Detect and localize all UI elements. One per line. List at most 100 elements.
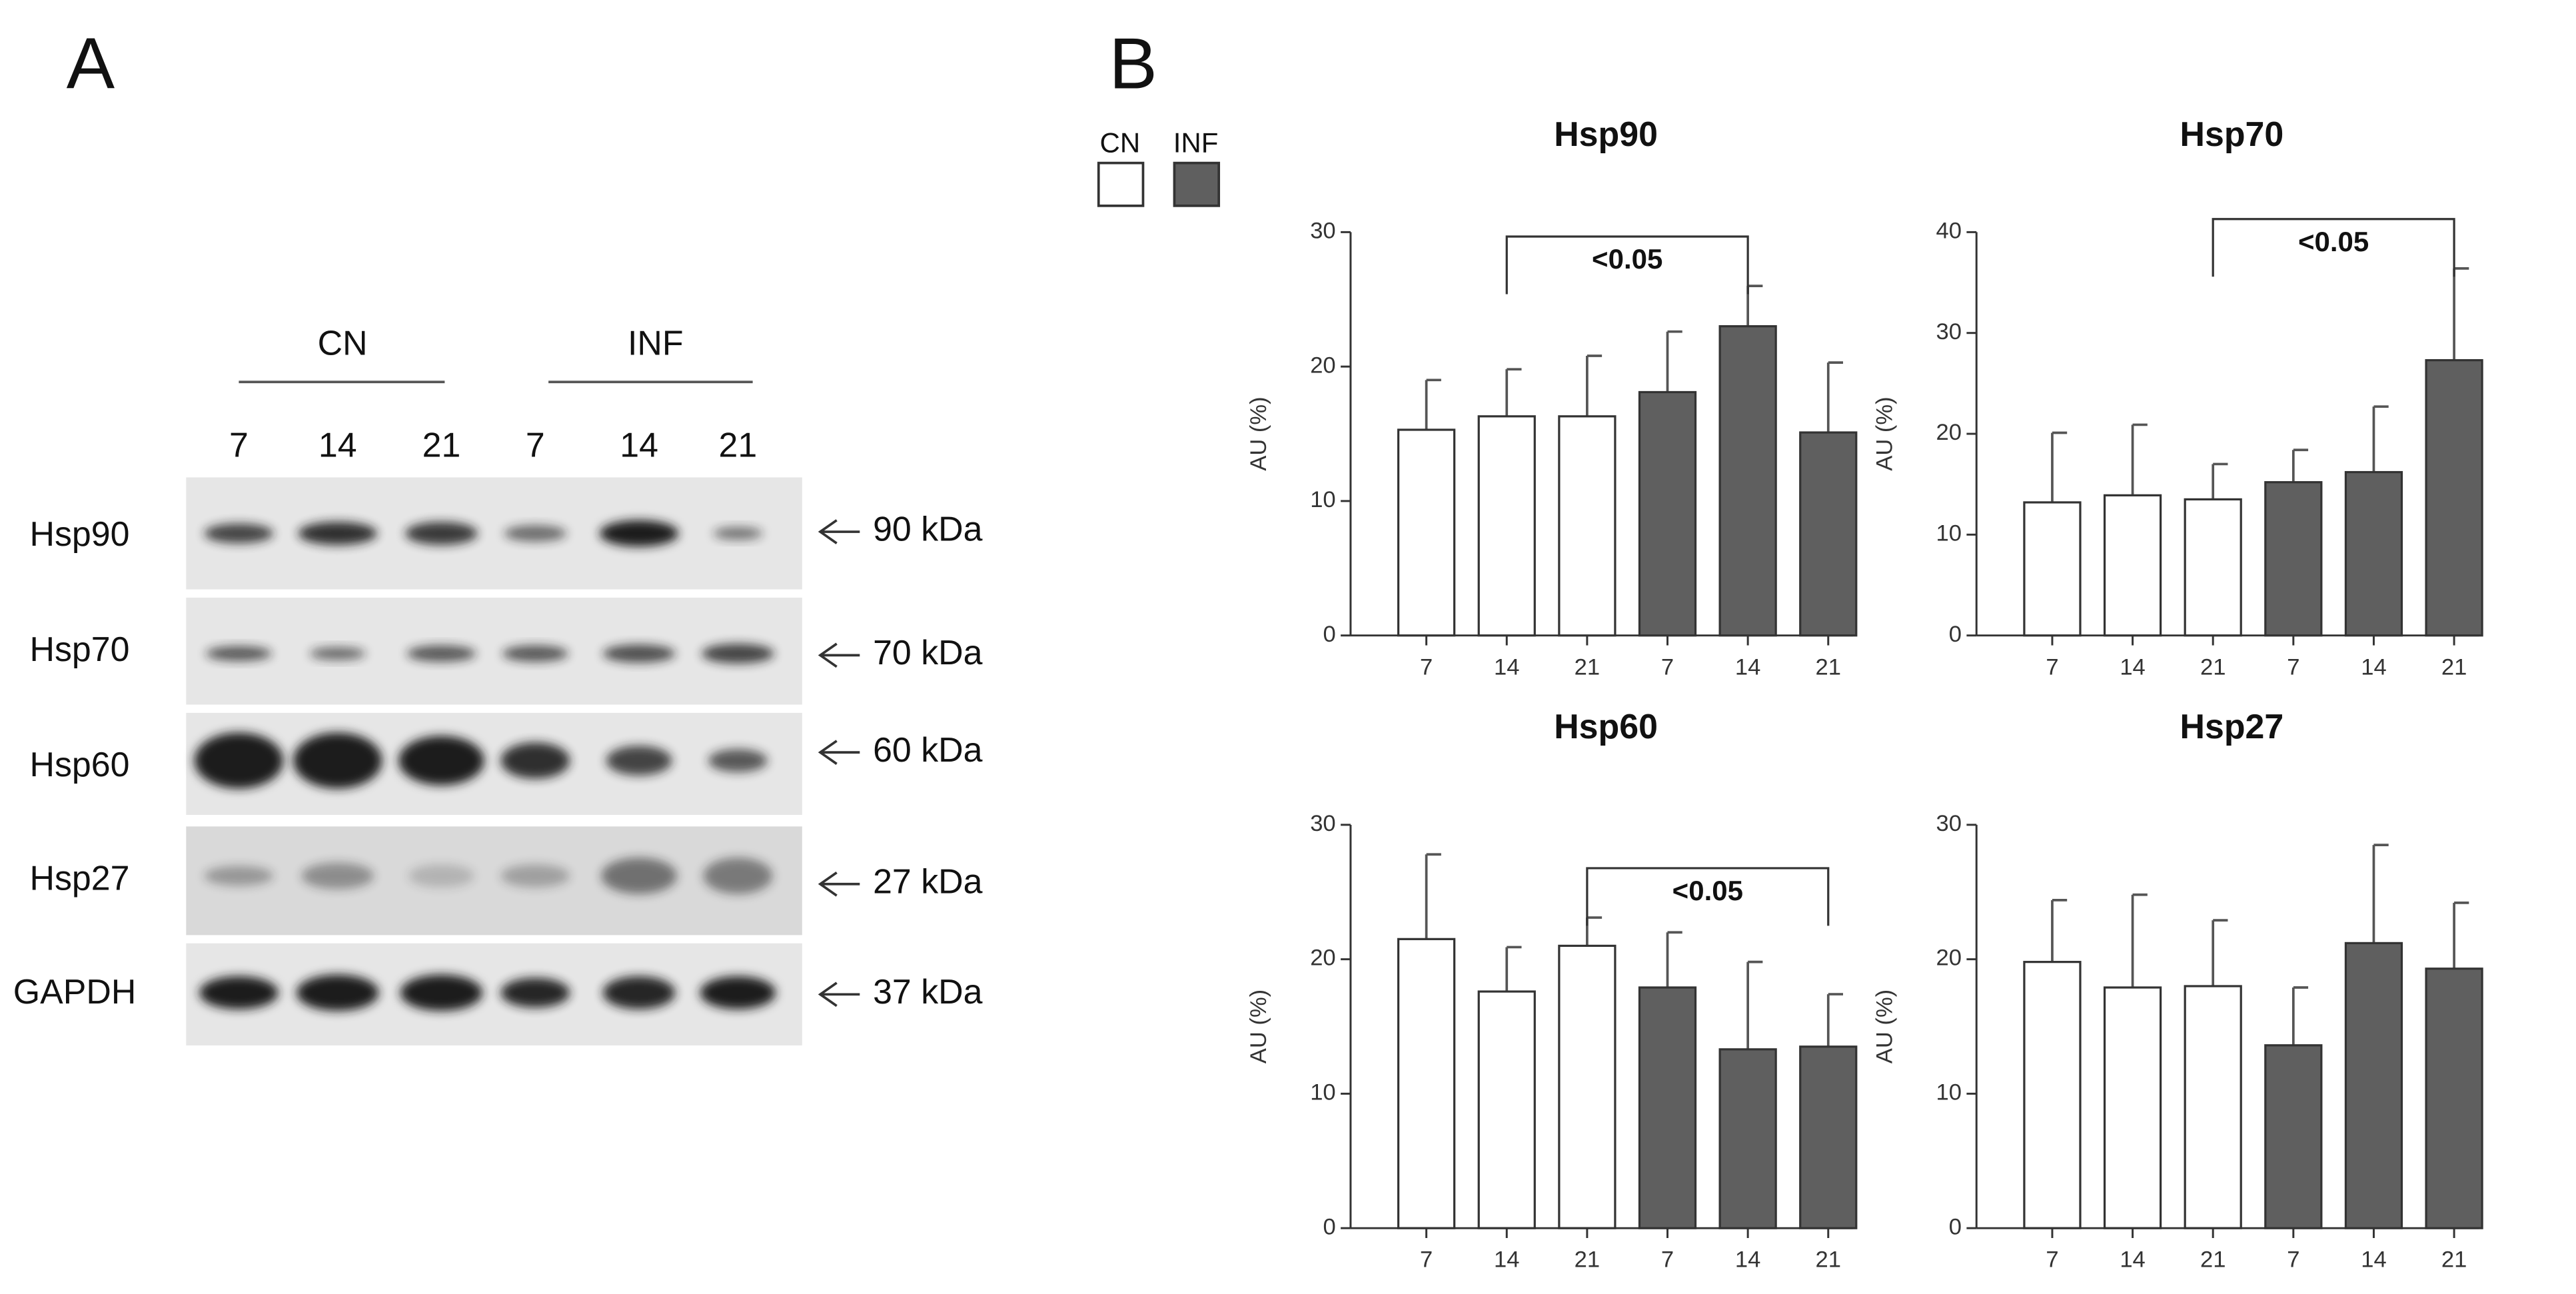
bar bbox=[2344, 942, 2403, 1229]
blot-band bbox=[500, 742, 570, 779]
blot-band bbox=[298, 522, 378, 545]
bar bbox=[2425, 968, 2483, 1229]
y-tick-label: 30 bbox=[1936, 319, 1962, 344]
bar bbox=[2023, 501, 2082, 637]
bar bbox=[1799, 431, 1858, 637]
row-label: Hsp70 bbox=[29, 630, 129, 668]
bar bbox=[1397, 938, 1456, 1229]
blot-band bbox=[500, 864, 570, 888]
blot-band bbox=[602, 976, 676, 1009]
lane-label: 7 bbox=[229, 426, 249, 464]
bar bbox=[2425, 358, 2483, 637]
blot-band bbox=[702, 644, 774, 664]
y-axis-label: AU (%) bbox=[1246, 989, 1271, 1063]
blot-band bbox=[309, 647, 366, 660]
x-tick-label: 14 bbox=[2120, 654, 2145, 680]
arrow bbox=[818, 519, 860, 544]
x-tick-label: 14 bbox=[2361, 654, 2386, 680]
row-label: Hsp27 bbox=[29, 859, 129, 898]
x-tick-label: 14 bbox=[1494, 1247, 1519, 1273]
y-tick-label: 0 bbox=[1949, 1214, 1962, 1239]
y-tick-label: 0 bbox=[1323, 622, 1335, 647]
bar bbox=[1558, 415, 1616, 637]
significance-label: <0.05 bbox=[1592, 243, 1662, 275]
row-label: Hsp60 bbox=[29, 745, 129, 784]
bar bbox=[1718, 1048, 1777, 1229]
x-tick-label: 14 bbox=[1494, 654, 1519, 680]
x-tick-label: 7 bbox=[2046, 1247, 2058, 1273]
blot-band bbox=[408, 864, 474, 888]
bar bbox=[1638, 390, 1697, 637]
x-tick-label: 7 bbox=[2287, 1247, 2299, 1273]
x-tick-label: 7 bbox=[1420, 1247, 1433, 1273]
group-label: INF bbox=[628, 324, 684, 362]
blot-strip bbox=[186, 477, 802, 590]
legend-label: INF bbox=[1173, 127, 1219, 159]
size-label: 90 kDa bbox=[873, 510, 983, 548]
y-tick-label: 20 bbox=[1310, 946, 1335, 971]
blot-strip bbox=[186, 712, 802, 816]
y-tick-label: 30 bbox=[1310, 811, 1335, 836]
panel-label: A bbox=[67, 24, 115, 105]
blot-band bbox=[204, 523, 274, 544]
blot-band bbox=[504, 525, 567, 542]
lane-label: 21 bbox=[719, 426, 758, 464]
x-tick-label: 14 bbox=[1735, 1247, 1760, 1273]
blot-band bbox=[700, 976, 776, 1009]
x-tick-label: 21 bbox=[2441, 654, 2467, 680]
legend-label: CN bbox=[1100, 127, 1141, 159]
blot-band bbox=[199, 976, 279, 1009]
size-label: 37 kDa bbox=[873, 972, 983, 1011]
blot-band bbox=[713, 526, 763, 540]
legend-swatch bbox=[1173, 161, 1221, 207]
bar bbox=[1718, 325, 1777, 637]
bar bbox=[2184, 498, 2242, 637]
blot-band bbox=[293, 732, 382, 789]
legend-swatch bbox=[1097, 161, 1145, 207]
blot-band bbox=[301, 862, 374, 890]
arrow bbox=[818, 871, 860, 897]
lane-label: 21 bbox=[422, 426, 461, 464]
blot-band bbox=[205, 646, 272, 662]
y-tick-label: 10 bbox=[1310, 487, 1335, 512]
x-tick-label: 21 bbox=[2441, 1247, 2467, 1273]
x-tick-label: 14 bbox=[2120, 1247, 2145, 1273]
chart-title: Hsp27 bbox=[2180, 707, 2284, 746]
x-tick-label: 14 bbox=[2361, 1247, 2386, 1273]
x-tick-label: 21 bbox=[2200, 654, 2226, 680]
blot-band bbox=[405, 522, 478, 545]
arrow bbox=[818, 740, 860, 765]
bar bbox=[2184, 985, 2242, 1229]
panel-label: B bbox=[1109, 24, 1157, 105]
blot-band bbox=[606, 746, 672, 776]
y-tick-label: 10 bbox=[1936, 1080, 1962, 1105]
chart-title: Hsp90 bbox=[1554, 115, 1658, 153]
blot-band bbox=[500, 977, 570, 1008]
lane-label: 14 bbox=[319, 426, 357, 464]
x-tick-label: 21 bbox=[2200, 1247, 2226, 1273]
size-label: 70 kDa bbox=[873, 633, 983, 672]
x-tick-label: 21 bbox=[1816, 1247, 1841, 1273]
blot-band bbox=[602, 644, 676, 663]
y-tick-label: 10 bbox=[1310, 1080, 1335, 1105]
bar bbox=[1638, 986, 1697, 1229]
x-tick-label: 21 bbox=[1575, 1247, 1600, 1273]
significance-label: <0.05 bbox=[1672, 875, 1743, 906]
y-tick-label: 0 bbox=[1323, 1214, 1335, 1239]
blot-strip bbox=[186, 597, 802, 705]
size-label: 27 kDa bbox=[873, 862, 983, 900]
significance-label: <0.05 bbox=[2298, 226, 2369, 257]
significance-bracket bbox=[1505, 235, 1749, 295]
row-label: GAPDH bbox=[13, 972, 137, 1011]
x-tick-label: 7 bbox=[2046, 654, 2058, 680]
y-tick-label: 30 bbox=[1936, 811, 1962, 836]
bar bbox=[2344, 470, 2403, 637]
bar bbox=[2264, 1044, 2323, 1229]
chart-title: Hsp70 bbox=[2180, 115, 2284, 153]
arrow bbox=[818, 981, 860, 1007]
x-tick-label: 21 bbox=[1575, 654, 1600, 680]
x-tick-label: 7 bbox=[2287, 654, 2299, 680]
x-tick-label: 7 bbox=[1661, 1247, 1674, 1273]
y-tick-label: 40 bbox=[1936, 219, 1962, 244]
